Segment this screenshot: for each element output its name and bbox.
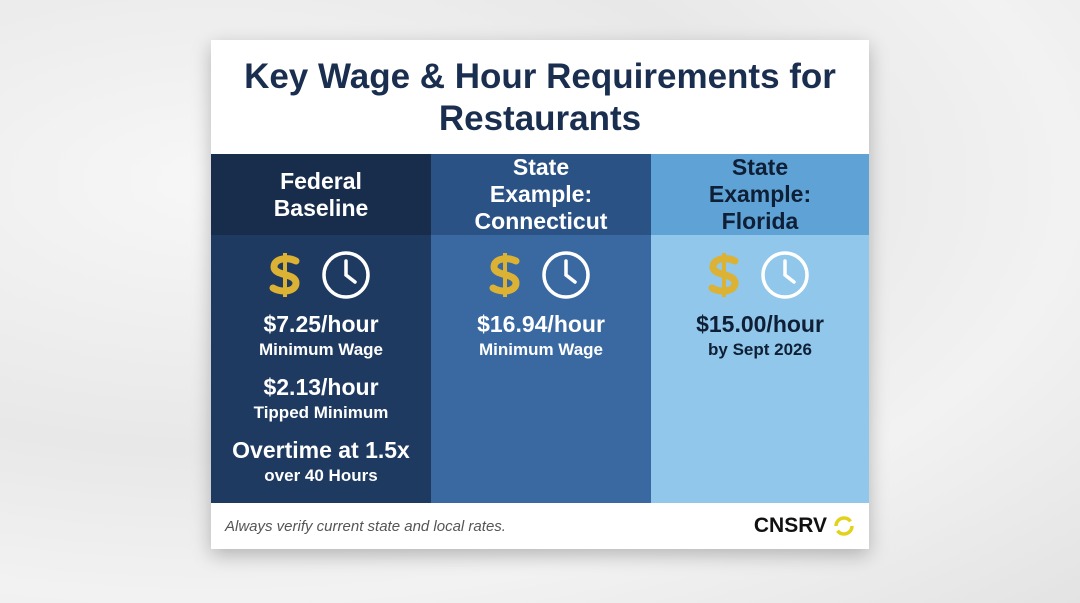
amount-label: over 40 Hours	[264, 466, 378, 485]
amount-label: Minimum Wage	[478, 340, 604, 359]
card: Key Wage & Hour Requirements for Restaur…	[211, 40, 869, 549]
amount: $2.13/hour	[263, 374, 379, 400]
icons	[708, 251, 809, 299]
brand: CNSRV	[754, 514, 855, 538]
icons	[269, 251, 370, 299]
column: Federal Baseline $7.25/hour Minimum Wage $2…	[211, 154, 431, 503]
column-heading: State Example: Connecticut	[431, 154, 651, 235]
amount-label: Tipped Minimum	[253, 403, 389, 422]
amount: Overtime at 1.5x	[232, 437, 410, 463]
column: State Example: Florida $15.00/hour by Sept…	[651, 154, 869, 503]
amount-label: Minimum Wage	[258, 340, 384, 359]
footer-note: Always verify current state and local ra…	[225, 518, 506, 535]
icons	[489, 251, 590, 299]
amount: $16.94/hour	[477, 311, 605, 337]
icon-row	[651, 249, 869, 301]
columns: Federal Baseline $7.25/hour Minimum Wage $2…	[211, 154, 869, 503]
amount: $15.00/hour	[696, 311, 824, 337]
amount-label: by Sept 2026	[708, 340, 812, 359]
column-heading: State Example: Florida	[651, 154, 869, 235]
brand-name: CNSRV	[753, 514, 827, 537]
icon-row	[211, 249, 431, 301]
column-heading: Federal Baseline	[211, 154, 431, 235]
icon-row	[431, 249, 651, 301]
brand-logo	[834, 516, 854, 536]
amount: $7.25/hour	[263, 311, 379, 337]
column: State Example: Connecticut $16.94/hour Min…	[431, 154, 651, 503]
title: Key Wage & Hour Requirements for Restaur…	[244, 57, 836, 138]
